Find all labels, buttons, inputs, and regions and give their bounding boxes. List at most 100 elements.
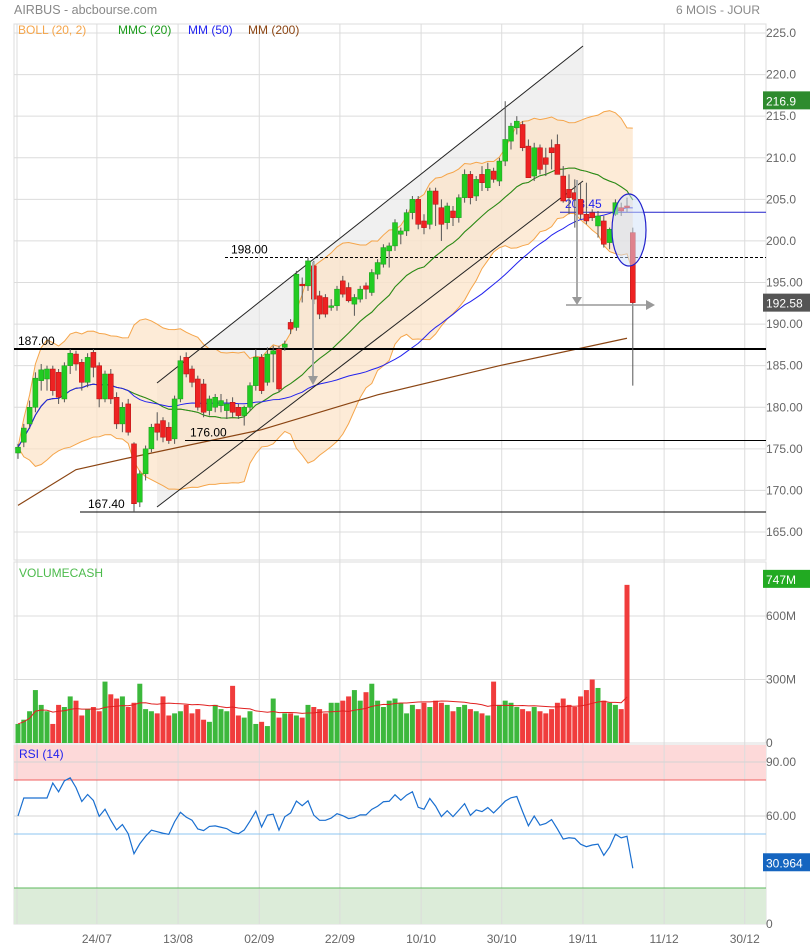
candle-body (554, 144, 561, 175)
volume-bar (166, 715, 172, 743)
volume-bar (479, 713, 485, 743)
period-label[interactable]: 6 MOIS - JOUR (676, 3, 760, 17)
candle-body (229, 402, 236, 413)
price-tick-label: 205.0 (766, 192, 796, 206)
boll-upper-tag: 216.9 (766, 94, 796, 108)
candle-body (531, 147, 537, 177)
volume-bar (253, 723, 259, 743)
volume-bar (520, 709, 526, 743)
candle-body (282, 343, 288, 348)
candle-body (369, 272, 375, 293)
volume-bar (114, 698, 120, 743)
candle-body (543, 157, 549, 165)
candle-body (38, 369, 44, 381)
candle-body (125, 403, 131, 433)
volume-ma-line (17, 696, 628, 725)
volume-bar (212, 704, 218, 743)
volume-bar (543, 713, 549, 743)
volume-bar (357, 700, 363, 743)
volume-bar (380, 707, 386, 743)
volume-bar (496, 704, 502, 743)
volume-bar (44, 711, 50, 743)
volume-bar (189, 713, 195, 743)
candle-body (589, 212, 595, 218)
volume-bar (61, 707, 67, 743)
volume-bar (502, 700, 508, 743)
volume-bar (369, 683, 375, 743)
date-tick-label: 11/12 (650, 932, 679, 946)
candle-body (328, 305, 334, 308)
price-tick-label: 200.0 (766, 234, 796, 248)
date-tick-label: 10/10 (406, 932, 436, 946)
volume-bar (589, 679, 595, 743)
candle-body (212, 397, 218, 408)
candle-body (206, 398, 213, 411)
candle-body (189, 368, 195, 383)
volume-bar (73, 700, 79, 743)
volume-tick-label: 600M (766, 609, 796, 623)
trend-channel-lower (156, 180, 584, 508)
date-tick-label: 22/09 (325, 932, 355, 946)
volume-bar (386, 700, 392, 743)
candle-body (398, 230, 404, 235)
candle-body (90, 352, 97, 368)
candle-body (79, 362, 85, 383)
volume-bar (247, 711, 253, 743)
volume-bar (375, 700, 381, 743)
rsi-line (17, 777, 634, 869)
volume-bar (363, 692, 369, 743)
volume-bar (79, 715, 85, 743)
volume-bar (218, 709, 224, 743)
candle-body (96, 365, 102, 400)
candle-body (496, 160, 503, 182)
volume-bar (311, 707, 317, 743)
chart-title: AIRBUS - abcbourse.com (14, 3, 157, 17)
candle-body (148, 426, 155, 450)
candle-body (305, 260, 311, 287)
volume-bar (276, 717, 282, 743)
volume-bar (491, 681, 497, 743)
candle-body (566, 189, 572, 198)
date-tick-label: 19/11 (568, 932, 597, 946)
candle-body (55, 372, 62, 398)
volume-tick-label: 0 (766, 736, 773, 750)
candle-body (166, 426, 172, 441)
price-tick-label: 225.0 (766, 26, 796, 40)
candle-body (473, 179, 479, 197)
candle-body (444, 205, 450, 223)
candle-body (154, 423, 160, 433)
volume-bar (148, 711, 154, 743)
candle-body (601, 220, 607, 245)
candle-body (171, 398, 178, 440)
candle-body (21, 427, 27, 443)
date-tick-label: 02/09 (244, 932, 274, 946)
volume-bar (514, 707, 520, 743)
last-price-tag: 192.58 (766, 297, 803, 311)
volume-bar (595, 687, 601, 743)
candle-body (247, 385, 253, 408)
candle-body (595, 215, 601, 227)
volume-bar (131, 702, 137, 743)
volume-bar (317, 709, 323, 743)
volume-bar (154, 713, 160, 743)
candle-body (490, 170, 497, 180)
volume-bar (293, 715, 299, 743)
boll-upper-tag-bg (763, 91, 810, 110)
volume-bar (56, 704, 62, 743)
legend-item: MM (50) (188, 23, 233, 37)
volume-bar (578, 696, 584, 743)
volume-bar (537, 711, 543, 743)
price-tick-label: 170.00 (766, 483, 803, 497)
volume-bar (421, 702, 427, 743)
volume-bar (456, 707, 462, 743)
candle-body (392, 222, 398, 247)
volume-bar (572, 707, 578, 743)
volume-bar (583, 690, 589, 743)
volume-tick-label: 300M (766, 672, 796, 686)
volume-bar (415, 709, 421, 743)
volume-bar (624, 584, 630, 743)
candle-body (50, 368, 56, 391)
volume-bar (241, 717, 247, 743)
candle-body (316, 295, 323, 315)
